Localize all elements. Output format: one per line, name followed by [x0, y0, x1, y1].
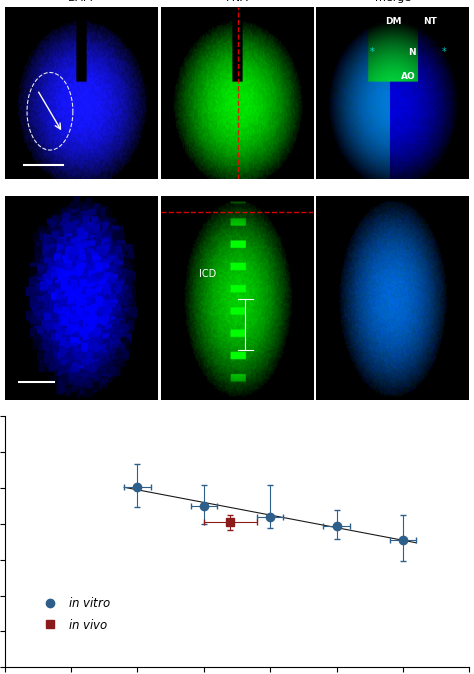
Text: merge: merge [375, 0, 411, 3]
Text: DAPI: DAPI [68, 0, 94, 3]
Text: NT: NT [423, 17, 438, 26]
Text: *: * [442, 47, 447, 57]
Text: AO: AO [401, 72, 415, 81]
Legend: $\it{in}$ $\it{vitro}$, $\it{in}$ $\it{vivo}$: $\it{in}$ $\it{vitro}$, $\it{in}$ $\it{v… [34, 592, 116, 636]
Text: ICD: ICD [199, 270, 216, 280]
Text: N: N [408, 48, 416, 57]
Text: *: * [370, 47, 374, 57]
Text: DM: DM [385, 17, 402, 26]
Text: PNA: PNA [226, 0, 248, 3]
